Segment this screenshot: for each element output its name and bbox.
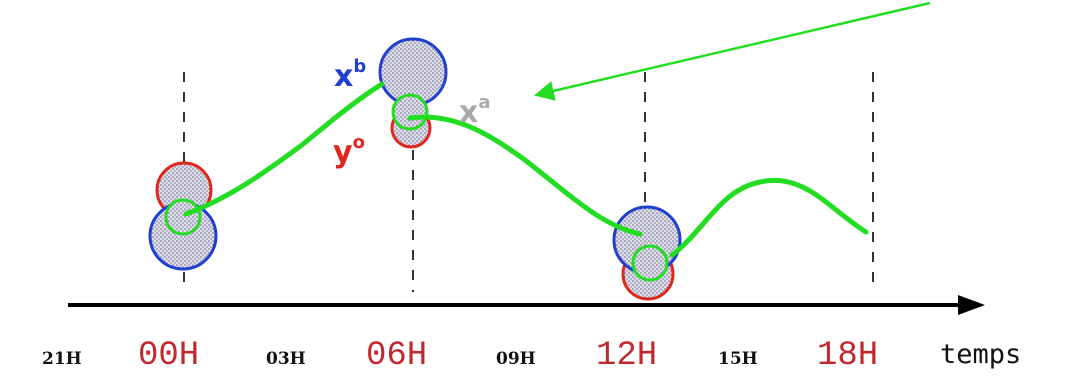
tick-label-06h: 06H [366, 337, 427, 375]
tick-label-21h: 21H [42, 349, 82, 369]
analysis-trajectory-segment [407, 114, 643, 237]
analysis-circle-12h [631, 244, 669, 282]
tick-label-03h: 03H [266, 349, 306, 369]
label-analysis: xa [459, 92, 491, 130]
label-observation-superscript: o [353, 132, 365, 153]
label-observation: yo [333, 132, 365, 170]
analysis-circle-06h [391, 93, 429, 131]
tick-label-12h: 12H [596, 337, 657, 375]
time-axis-arrowhead [958, 295, 985, 315]
tick-label-18h: 18H [817, 337, 878, 375]
circles-12h [612, 205, 682, 301]
label-analysis-superscript: a [478, 92, 490, 113]
tick-label-15h: 15H [718, 349, 758, 369]
label-observation-symbol: y [333, 135, 353, 170]
label-background-superscript: b [353, 56, 366, 77]
tick-labels: 21H 00H 03H 06H 09H 12H 15H 18H temps [42, 337, 1021, 375]
pointer-arrow [534, 1, 931, 101]
analysis-circle-00h [164, 198, 202, 236]
tick-label-00h: 00H [138, 337, 199, 375]
label-background: xb [334, 56, 366, 94]
time-axis [68, 295, 985, 315]
label-analysis-symbol: x [459, 95, 478, 130]
forecast-trajectory-segment [669, 177, 869, 258]
circles-00h [148, 161, 218, 271]
label-background-symbol: x [334, 59, 353, 94]
circles-06h [378, 37, 448, 149]
tick-label-09h: 09H [496, 349, 536, 369]
background-trajectory-segment [183, 81, 385, 217]
axis-label-temps: temps [940, 339, 1021, 370]
trajectory [183, 81, 869, 258]
